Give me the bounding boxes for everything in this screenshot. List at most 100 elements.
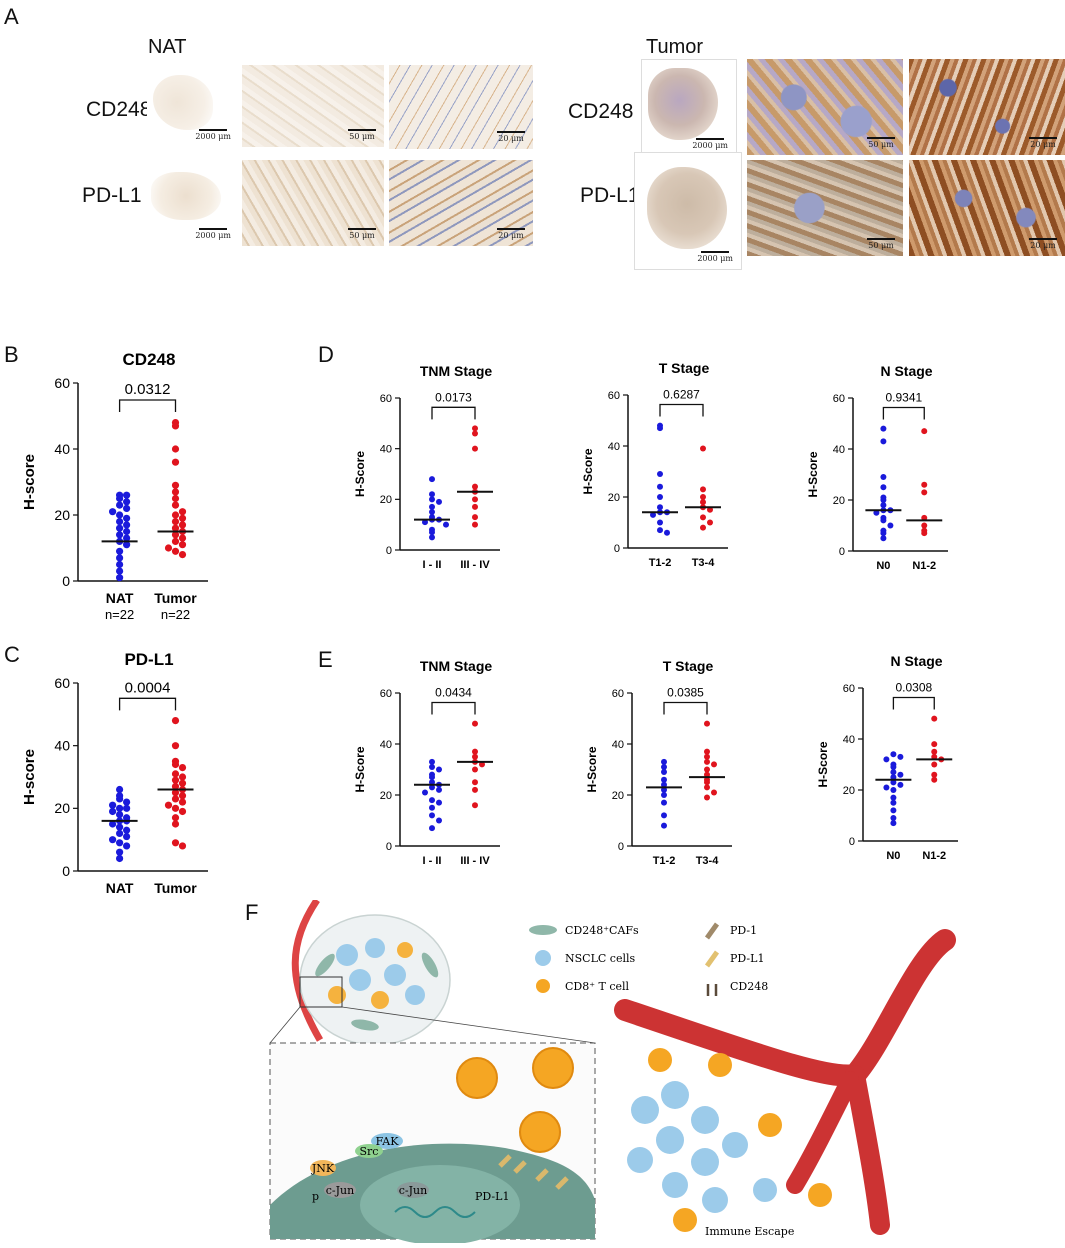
scale-bar: 50 μm [867,137,895,149]
x-category-label: N0 [876,560,890,572]
nat-cd248-mid-image: 50 μm [242,65,384,147]
data-point [123,514,131,522]
x-category-label: N1-2 [922,850,946,862]
y-tick-label: 20 [833,495,845,507]
data-point [109,836,117,844]
cjun-node [324,1182,356,1198]
y-tick-label: 40 [380,739,392,751]
chart-e1: TNM Stage 0 20 40 60 H-Score I - II III - IV 0.0… [353,658,500,867]
legend-cd248-label: CD248 [730,980,768,993]
data-point [116,554,124,562]
x-category-label: NAT [106,880,134,896]
data-point [472,445,478,452]
data-point [887,522,894,529]
data-point [436,786,442,793]
scale-bar: 50 μm [348,228,376,240]
data-point [123,498,131,506]
y-axis-label: H-Score [816,741,830,787]
data-point [472,802,478,809]
data-point [164,801,173,809]
data-point [109,508,117,516]
data-point [123,521,131,529]
data-point [429,784,435,791]
data-point [109,801,117,809]
data-point [178,514,187,522]
legend-nsclc-label: NSCLC cells [565,952,636,965]
nest-cells [315,938,439,1031]
data-point [171,488,180,496]
y-tick-label: 20 [608,492,620,504]
data-point [171,518,180,526]
data-point [436,817,442,824]
data-point [443,521,449,528]
x-category-label: T3-4 [696,855,720,867]
data-point [436,498,442,505]
schematic-panel-f: FAK Src JNK c-Jun c-Jun p PD-L1 Immune E… [265,898,1065,1245]
data-point [429,503,435,510]
x-category-label: Tumor [154,880,197,896]
data-point [171,524,180,532]
data-point [178,779,187,787]
y-tick-label: 0 [618,841,624,853]
legend-pdl1-label: PD-L1 [730,952,764,965]
data-point [890,779,897,786]
data-point [171,782,180,791]
tumor-row-cd248-label: CD248 [568,100,634,123]
data-point [890,794,897,801]
data-point [116,574,124,582]
data-point [880,535,887,542]
data-point [123,798,131,806]
legend-pdl1-icon [704,950,720,968]
y-tick-label: 60 [843,683,855,695]
x-category-label: III - IV [460,559,490,571]
chart-c: PD-L10204060H-scoreNATn=22Tumorn=220.000… [21,650,208,900]
data-point [123,804,131,812]
data-point [890,769,897,776]
data-point [890,751,897,758]
x-category-label: N1-2 [912,560,936,572]
data-point [880,502,887,509]
data-point [429,804,435,811]
data-point [707,506,713,513]
data-point [661,792,667,798]
panel-letter-b: B [4,342,19,367]
significance-bracket [431,406,476,420]
data-point [661,812,667,819]
data-point [116,560,124,569]
x-sublabel: n=22 [161,607,190,622]
data-point [472,779,478,786]
y-tick-label: 20 [380,790,392,802]
legend-tcell-icon [536,979,550,993]
data-point [661,763,667,770]
legend-tcell-label: CD8⁺ T cell [565,980,630,993]
data-point [880,474,887,481]
data-point [116,547,124,555]
data-point [171,795,180,803]
y-tick-label: 0 [849,836,855,848]
chart-title: T Stage [663,658,714,674]
data-point [921,481,928,488]
p-value: 0.0385 [667,686,704,700]
data-point [700,486,706,493]
data-point [661,758,667,765]
scale-bar: 20 μm [497,228,525,240]
data-point [931,741,938,748]
jnk-label: JNK [311,1162,335,1175]
data-point [429,509,435,515]
jnk-node [310,1160,336,1176]
legend-pd1-icon [704,922,720,940]
data-point [472,748,478,755]
data-point [661,769,667,776]
data-point [700,499,706,506]
nucleus [360,1165,520,1245]
data-point [880,517,887,524]
data-point [171,776,180,784]
nat-pdl1-mid-image: 50 μm [242,160,384,246]
data-point [707,519,713,526]
significance-bracket [882,406,925,420]
escape-cells [627,1048,832,1232]
data-point [472,521,478,528]
y-tick-label: 60 [54,675,70,691]
small-vessel [291,898,324,1042]
y-tick-label: 60 [380,688,392,700]
